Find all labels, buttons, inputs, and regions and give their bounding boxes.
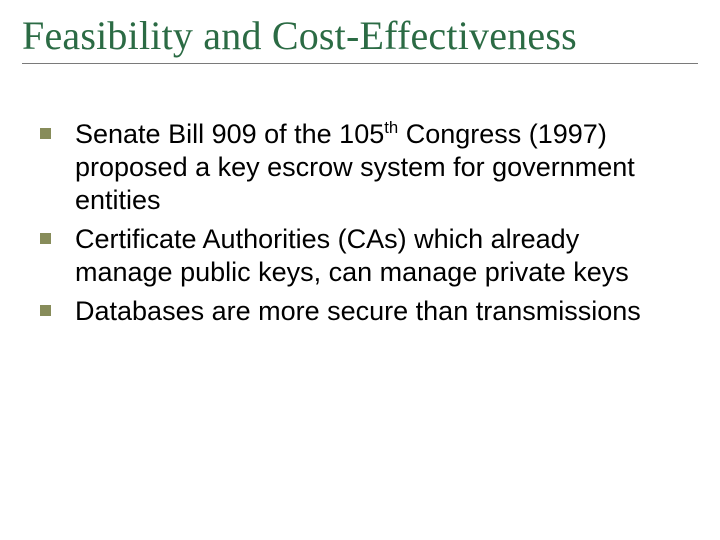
list-item-text: Senate Bill 909 of the 105th Congress (1… bbox=[75, 118, 650, 217]
list-item-text: Databases are more secure than transmiss… bbox=[75, 295, 641, 328]
list-item-text: Certificate Authorities (CAs) which alre… bbox=[75, 223, 650, 289]
square-bullet-icon bbox=[40, 233, 51, 244]
text-pre: Databases are more secure than transmiss… bbox=[75, 296, 641, 326]
slide-body: Senate Bill 909 of the 105th Congress (1… bbox=[22, 118, 698, 328]
title-underline bbox=[22, 63, 698, 64]
square-bullet-icon bbox=[40, 305, 51, 316]
list-item: Databases are more secure than transmiss… bbox=[40, 295, 650, 328]
slide: Feasibility and Cost-Effectiveness Senat… bbox=[0, 0, 720, 540]
text-sup: th bbox=[384, 118, 398, 137]
list-item: Certificate Authorities (CAs) which alre… bbox=[40, 223, 650, 289]
text-pre: Certificate Authorities (CAs) which alre… bbox=[75, 224, 629, 287]
text-pre: Senate Bill 909 of the 105 bbox=[75, 119, 384, 149]
square-bullet-icon bbox=[40, 128, 51, 139]
slide-title: Feasibility and Cost-Effectiveness bbox=[22, 12, 698, 59]
list-item: Senate Bill 909 of the 105th Congress (1… bbox=[40, 118, 650, 217]
